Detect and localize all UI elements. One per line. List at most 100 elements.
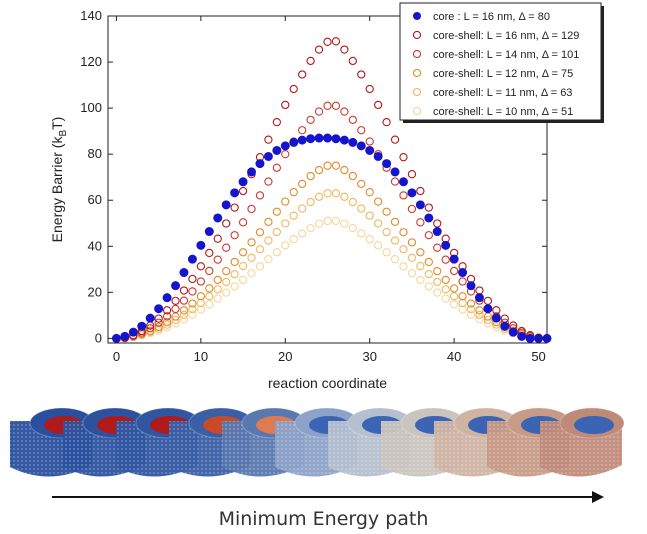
data-point [475,310,484,320]
data-point [272,207,281,216]
data-point [382,207,391,216]
data-point [449,284,459,293]
data-point [247,269,256,278]
data-point [162,320,172,329]
data-point [474,293,484,303]
data-point [298,126,307,135]
data-point [356,141,366,151]
data-point [154,314,163,323]
x-axis-label: reaction coordinate [268,375,387,391]
y-axis-label: Energy Barrier (kBT) [49,117,69,243]
data-point [255,191,265,200]
data-point [339,135,349,145]
data-point [281,219,290,228]
data-point [357,70,366,79]
data-point [365,234,374,244]
data-point [179,310,189,320]
data-point [407,238,417,247]
data-point [146,326,155,335]
data-point [399,245,408,254]
legend-marker [412,30,422,40]
data-point [441,294,450,303]
series-0 [111,133,552,343]
data-point [297,135,307,145]
data-point [398,177,408,187]
energy-barrier-chart: 0 10 20 30 40 50 0 20 40 60 80 100 120 140 reaction … [49,2,604,391]
data-point [466,310,476,319]
data-point [222,288,231,297]
data-point [340,192,349,201]
data-point [340,107,349,116]
data-point [289,211,298,220]
data-point [374,100,383,110]
x-tick-label: 10 [194,349,208,364]
data-point [416,261,425,271]
data-point [374,219,383,228]
data-point [475,315,484,324]
data-point [306,223,315,233]
data-point [357,126,366,135]
y-tick-label: 20 [88,284,102,299]
data-point [424,282,433,291]
data-point [162,323,172,332]
data-point [196,305,206,314]
nanoparticle-frame [540,407,625,477]
x-tick-label: 40 [447,349,461,364]
data-point [289,84,298,94]
data-point [255,159,265,169]
y-axis-ticks: 0 20 40 60 80 100 120 140 [80,8,547,345]
data-point [365,137,374,146]
data-point [205,292,214,301]
data-point [314,219,324,228]
data-point [331,134,341,144]
data-point [230,282,239,291]
legend-marker [413,12,421,20]
x-tick-label: 0 [113,349,120,364]
data-point [238,177,248,187]
data-point [238,218,248,227]
data-point [390,135,400,144]
data-point [416,248,425,257]
data-point [230,269,239,279]
data-point [441,275,450,285]
data-point [205,266,214,276]
data-point [188,304,197,314]
caption-minimum-energy-path: Minimum Energy path [218,508,429,530]
data-point [205,248,214,258]
data-point [424,203,433,212]
data-point [525,333,535,343]
data-point [289,137,299,147]
data-point [483,315,493,325]
data-point [205,284,214,293]
data-point [230,257,239,267]
y-tick-label: 0 [95,330,102,345]
data-point [365,211,374,220]
data-point [213,255,222,264]
data-point [373,151,383,161]
data-point [154,322,163,332]
data-point [340,45,349,54]
data-point [424,269,433,279]
data-point [348,223,357,233]
data-point [264,217,273,227]
y-tick-label: 80 [88,146,102,161]
data-point [348,56,357,66]
data-point [314,192,324,201]
data-point [264,236,273,245]
legend-entry: core : L = 16 nm, Δ = 80 [433,11,550,23]
data-point [298,204,307,213]
data-point [145,313,155,323]
data-point [213,294,222,303]
data-point [449,292,459,301]
data-point [263,151,273,161]
plot-frame [107,15,548,344]
data-point [466,299,476,308]
data-point [272,248,281,257]
data-point [449,300,459,309]
data-point [188,310,197,319]
data-point [399,262,408,271]
legend-entry: core-shell: L = 14 nm, Δ = 101 [433,49,579,61]
data-point [171,281,181,291]
data-point [171,304,180,314]
data-point [272,118,281,127]
